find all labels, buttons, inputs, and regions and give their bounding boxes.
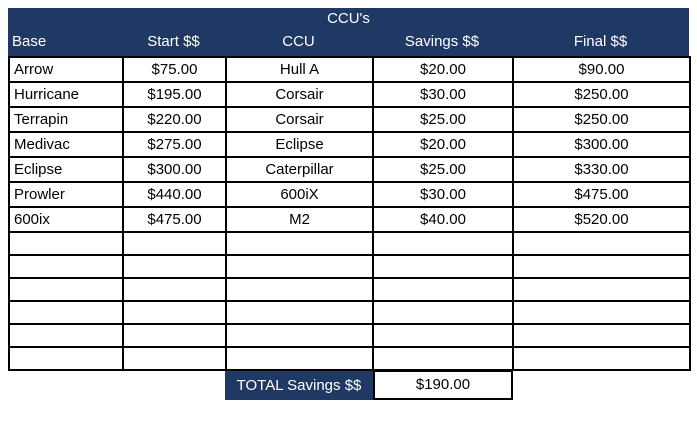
empty-table-row: [8, 323, 691, 348]
column-header-ccu: CCU: [282, 33, 315, 50]
data-grid: Arrow $75.00 Hull A $20.00 $90.00 Hurricane $1…: [8, 56, 691, 371]
column-header-savings: Savings $$: [404, 33, 480, 50]
empty-cell-final[interactable]: [512, 277, 691, 302]
cell-final[interactable]: $250.00: [512, 106, 691, 133]
empty-table-row: [8, 277, 691, 302]
empty-table-row: [8, 300, 691, 325]
cell-base[interactable]: Hurricane: [8, 81, 124, 108]
empty-cell-savings[interactable]: [372, 231, 514, 256]
empty-cell-base[interactable]: [8, 254, 124, 279]
cell-start[interactable]: $440.00: [122, 181, 227, 208]
cell-base[interactable]: Medivac: [8, 131, 124, 158]
empty-cell-start[interactable]: [122, 300, 227, 325]
empty-cell-savings[interactable]: [372, 323, 514, 348]
table-row: Hurricane $195.00 Corsair $30.00 $250.00: [8, 81, 691, 108]
cell-ccu[interactable]: Corsair: [225, 106, 374, 133]
empty-cell-savings[interactable]: [372, 300, 514, 325]
total-row: TOTAL Savings $$ $190.00: [225, 371, 689, 400]
empty-cell-savings[interactable]: [372, 254, 514, 279]
cell-savings[interactable]: $20.00: [372, 131, 514, 158]
empty-cell-base[interactable]: [8, 231, 124, 256]
total-savings-value-cell[interactable]: $190.00: [373, 371, 513, 400]
cell-final[interactable]: $520.00: [512, 206, 691, 233]
empty-cell-start[interactable]: [122, 277, 227, 302]
cell-ccu[interactable]: 600iX: [225, 181, 374, 208]
spreadsheet-table: CCU's Base Start $$ CCU Savings $$ Final…: [8, 8, 691, 400]
empty-cell-start[interactable]: [122, 254, 227, 279]
empty-cell-base[interactable]: [8, 300, 124, 325]
cell-start[interactable]: $475.00: [122, 206, 227, 233]
cell-savings[interactable]: $25.00: [372, 106, 514, 133]
empty-table-row: [8, 254, 691, 279]
cell-savings[interactable]: $25.00: [372, 156, 514, 183]
cell-final[interactable]: $475.00: [512, 181, 691, 208]
cell-start[interactable]: $300.00: [122, 156, 227, 183]
cell-savings[interactable]: $20.00: [372, 56, 514, 83]
empty-cell-ccu[interactable]: [225, 231, 374, 256]
empty-cell-start[interactable]: [122, 323, 227, 348]
total-savings-label: TOTAL Savings $$: [225, 371, 373, 400]
cell-base[interactable]: Eclipse: [8, 156, 124, 183]
empty-cell-base[interactable]: [8, 277, 124, 302]
cell-final[interactable]: $90.00: [512, 56, 691, 83]
empty-cell-base[interactable]: [8, 323, 124, 348]
cell-ccu[interactable]: Caterpillar: [225, 156, 374, 183]
cell-base[interactable]: Terrapin: [8, 106, 124, 133]
empty-cell-ccu[interactable]: [225, 254, 374, 279]
table-row: Arrow $75.00 Hull A $20.00 $90.00: [8, 56, 691, 83]
cell-start[interactable]: $75.00: [122, 56, 227, 83]
cell-ccu[interactable]: Hull A: [225, 56, 374, 83]
table-row: Eclipse $300.00 Caterpillar $25.00 $330.00: [8, 156, 691, 183]
column-header-row: Base Start $$ CCU Savings $$ Final $$: [8, 30, 689, 56]
table-title: CCU's: [8, 8, 689, 30]
cell-final[interactable]: $330.00: [512, 156, 691, 183]
empty-cell-savings[interactable]: [372, 346, 514, 371]
empty-cell-savings[interactable]: [372, 277, 514, 302]
cell-final[interactable]: $250.00: [512, 81, 691, 108]
empty-cell-ccu[interactable]: [225, 346, 374, 371]
empty-cell-base[interactable]: [8, 346, 124, 371]
cell-start[interactable]: $195.00: [122, 81, 227, 108]
empty-cell-ccu[interactable]: [225, 323, 374, 348]
column-header-base: Base: [12, 33, 47, 50]
cell-ccu[interactable]: M2: [225, 206, 374, 233]
empty-table-row: [8, 231, 691, 256]
column-header-final: Final $$: [573, 33, 628, 50]
cell-start[interactable]: $275.00: [122, 131, 227, 158]
empty-cell-start[interactable]: [122, 231, 227, 256]
empty-cell-final[interactable]: [512, 346, 691, 371]
empty-cell-final[interactable]: [512, 300, 691, 325]
column-header-start: Start $$: [147, 33, 200, 50]
cell-base[interactable]: 600ix: [8, 206, 124, 233]
table-row: 600ix $475.00 M2 $40.00 $520.00: [8, 206, 691, 233]
empty-cell-ccu[interactable]: [225, 300, 374, 325]
cell-savings[interactable]: $40.00: [372, 206, 514, 233]
cell-final[interactable]: $300.00: [512, 131, 691, 158]
cell-start[interactable]: $220.00: [122, 106, 227, 133]
empty-cell-final[interactable]: [512, 323, 691, 348]
cell-savings[interactable]: $30.00: [372, 81, 514, 108]
table-row: Terrapin $220.00 Corsair $25.00 $250.00: [8, 106, 691, 133]
empty-cell-final[interactable]: [512, 254, 691, 279]
cell-base[interactable]: Arrow: [8, 56, 124, 83]
empty-cell-final[interactable]: [512, 231, 691, 256]
cell-savings[interactable]: $30.00: [372, 181, 514, 208]
cell-ccu[interactable]: Eclipse: [225, 131, 374, 158]
table-row: Prowler $440.00 600iX $30.00 $475.00: [8, 181, 691, 208]
empty-cell-ccu[interactable]: [225, 277, 374, 302]
cell-ccu[interactable]: Corsair: [225, 81, 374, 108]
empty-table-row: [8, 346, 691, 371]
table-row: Medivac $275.00 Eclipse $20.00 $300.00: [8, 131, 691, 158]
empty-cell-start[interactable]: [122, 346, 227, 371]
cell-base[interactable]: Prowler: [8, 181, 124, 208]
